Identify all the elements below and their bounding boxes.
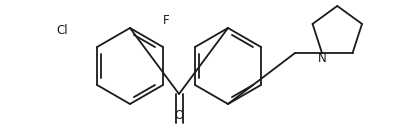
Text: F: F <box>163 14 170 26</box>
Text: Cl: Cl <box>56 23 68 36</box>
Text: O: O <box>174 109 184 122</box>
Text: N: N <box>318 52 326 65</box>
